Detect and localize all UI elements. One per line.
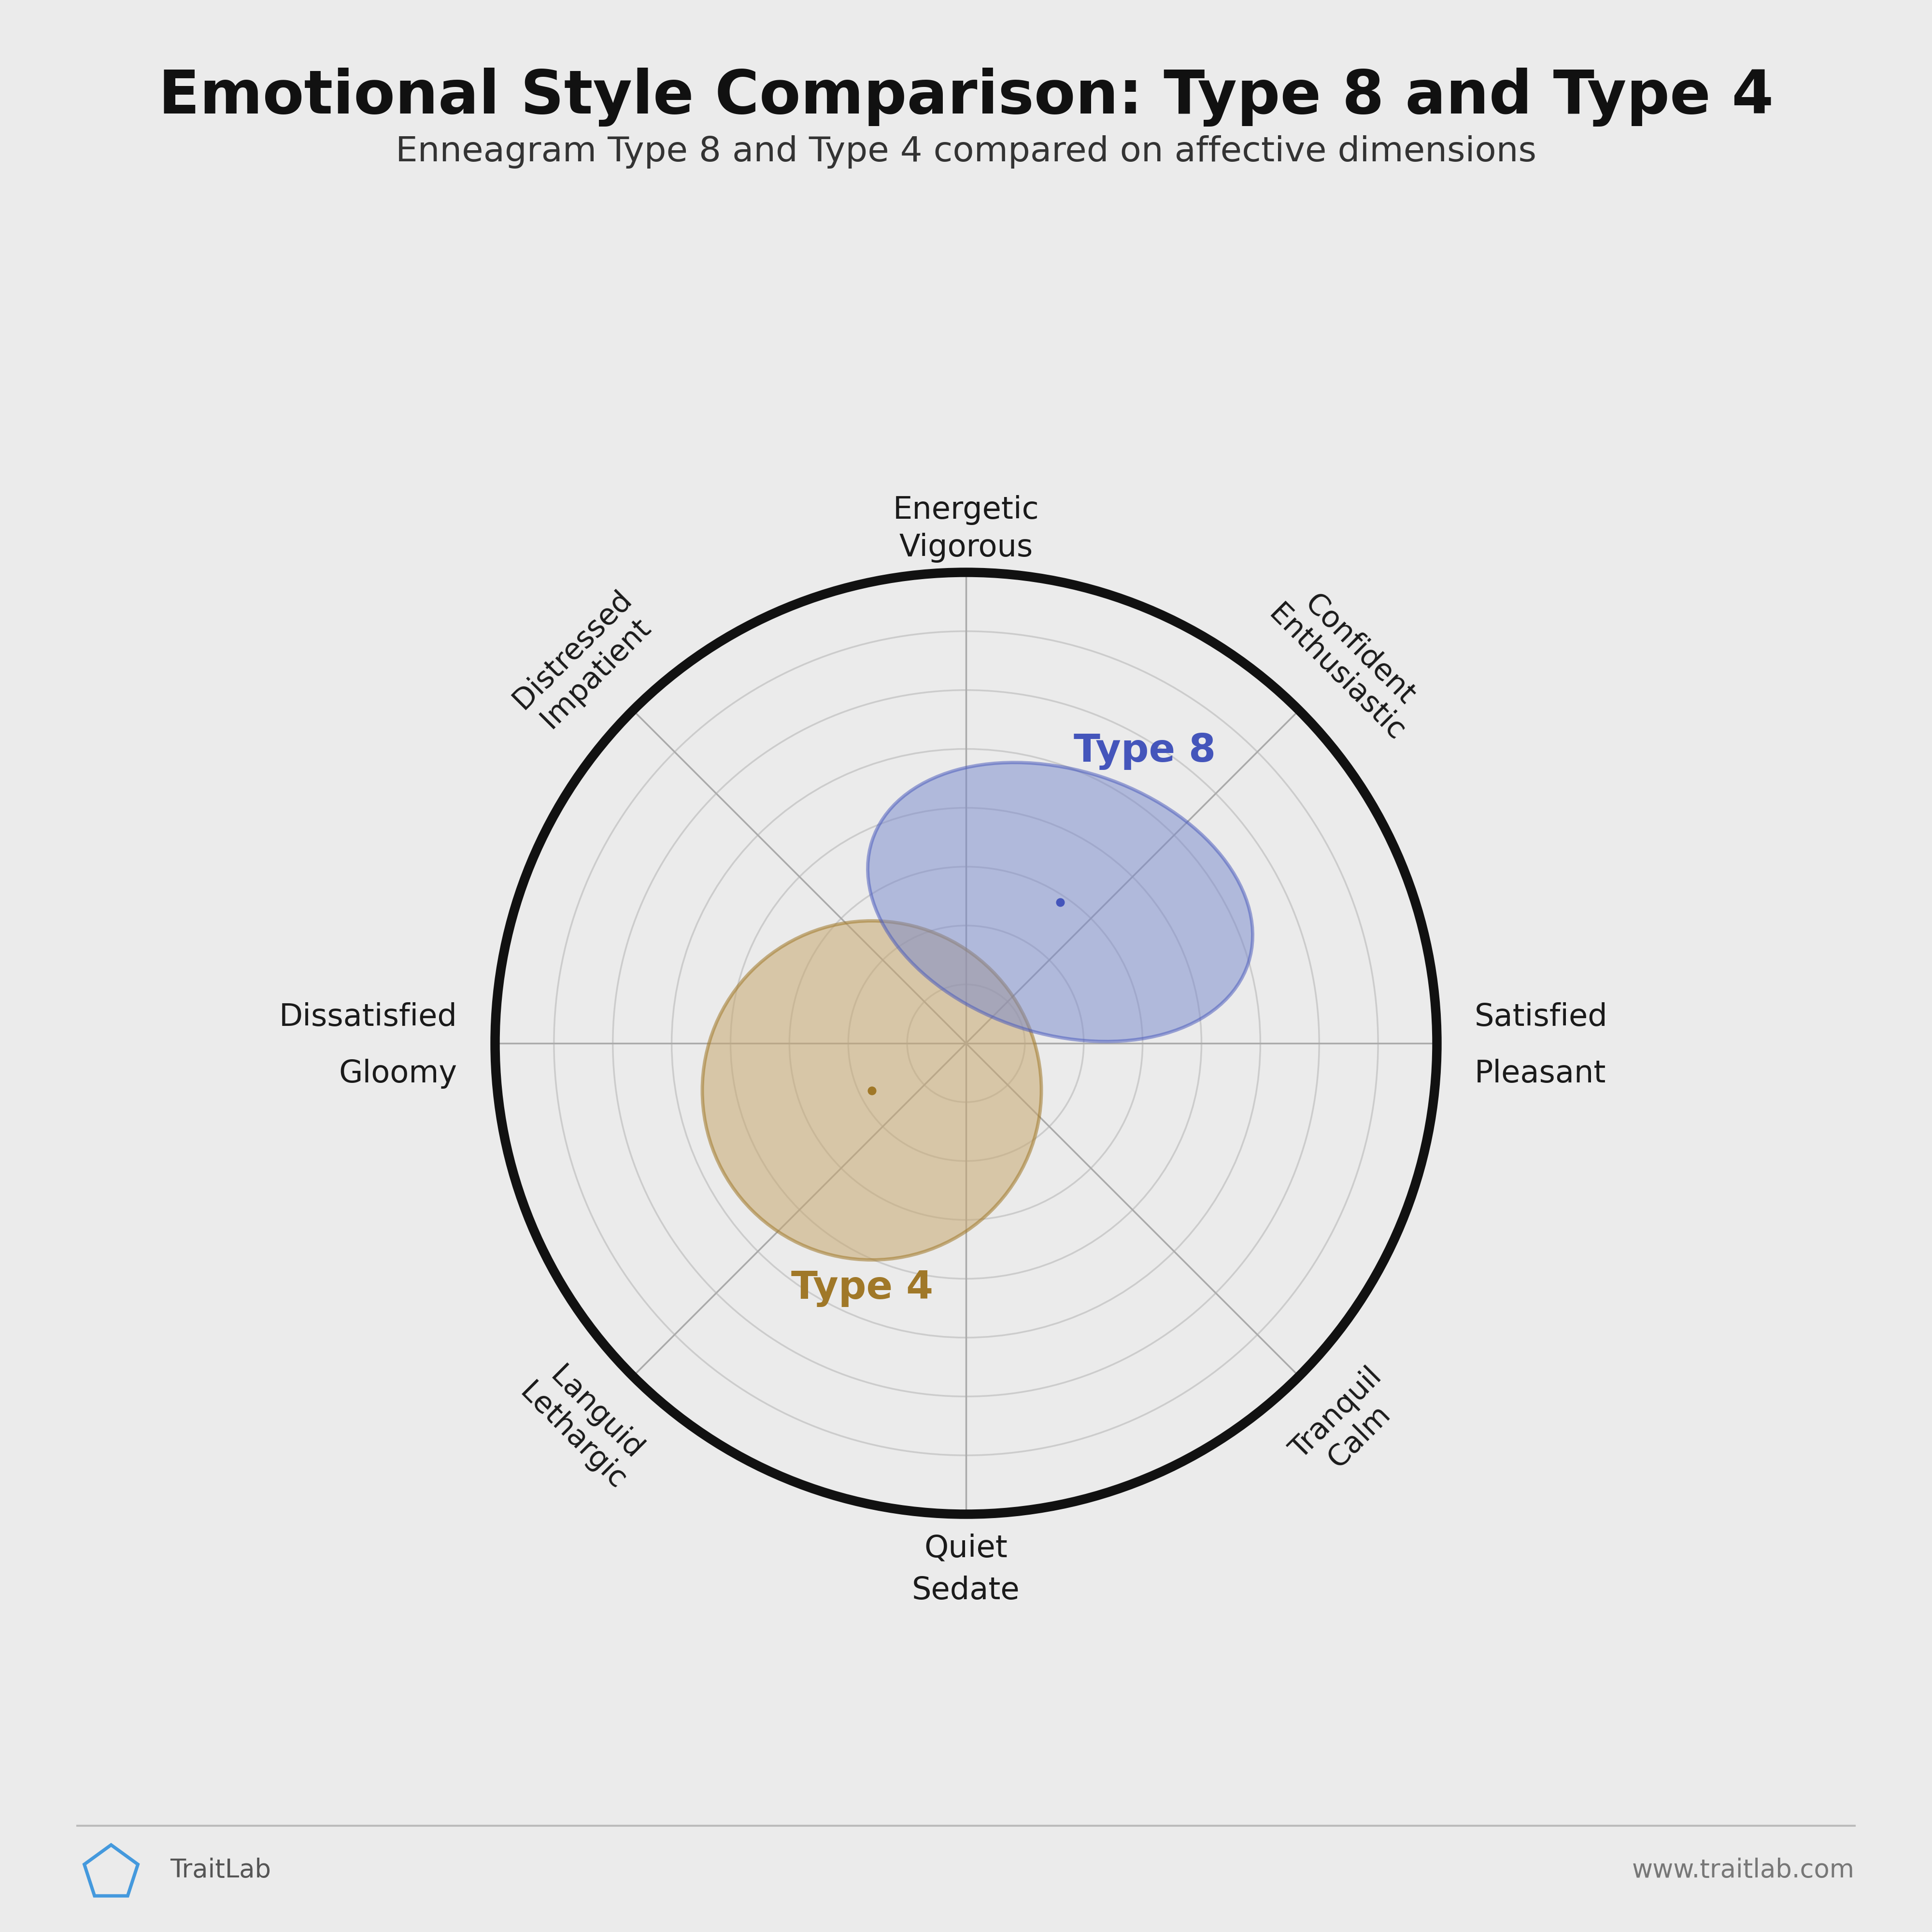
Text: Energetic: Energetic [893,495,1039,526]
Text: Emotional Style Comparison: Type 8 and Type 4: Emotional Style Comparison: Type 8 and T… [158,68,1774,128]
Text: Languid
Lethargic: Languid Lethargic [514,1354,655,1495]
Text: Distressed
Impatient: Distressed Impatient [508,585,661,738]
Text: Confident
Enthusiastic: Confident Enthusiastic [1264,576,1434,746]
Text: Quiet: Quiet [923,1534,1009,1563]
Text: Type 8: Type 8 [1074,732,1215,771]
Text: Gloomy: Gloomy [338,1059,458,1090]
Text: Sedate: Sedate [912,1575,1020,1605]
Text: Type 4: Type 4 [792,1269,933,1306]
Text: Satisfied: Satisfied [1474,1003,1607,1032]
Text: Pleasant: Pleasant [1474,1059,1605,1090]
Text: TraitLab: TraitLab [170,1859,270,1882]
Text: Tranquil
Calm: Tranquil Calm [1285,1362,1410,1488]
Text: www.traitlab.com: www.traitlab.com [1633,1859,1855,1882]
Ellipse shape [701,922,1041,1260]
Text: Dissatisfied: Dissatisfied [280,1003,458,1032]
Text: Vigorous: Vigorous [898,533,1034,562]
Ellipse shape [867,763,1252,1041]
Text: Enneagram Type 8 and Type 4 compared on affective dimensions: Enneagram Type 8 and Type 4 compared on … [396,135,1536,168]
